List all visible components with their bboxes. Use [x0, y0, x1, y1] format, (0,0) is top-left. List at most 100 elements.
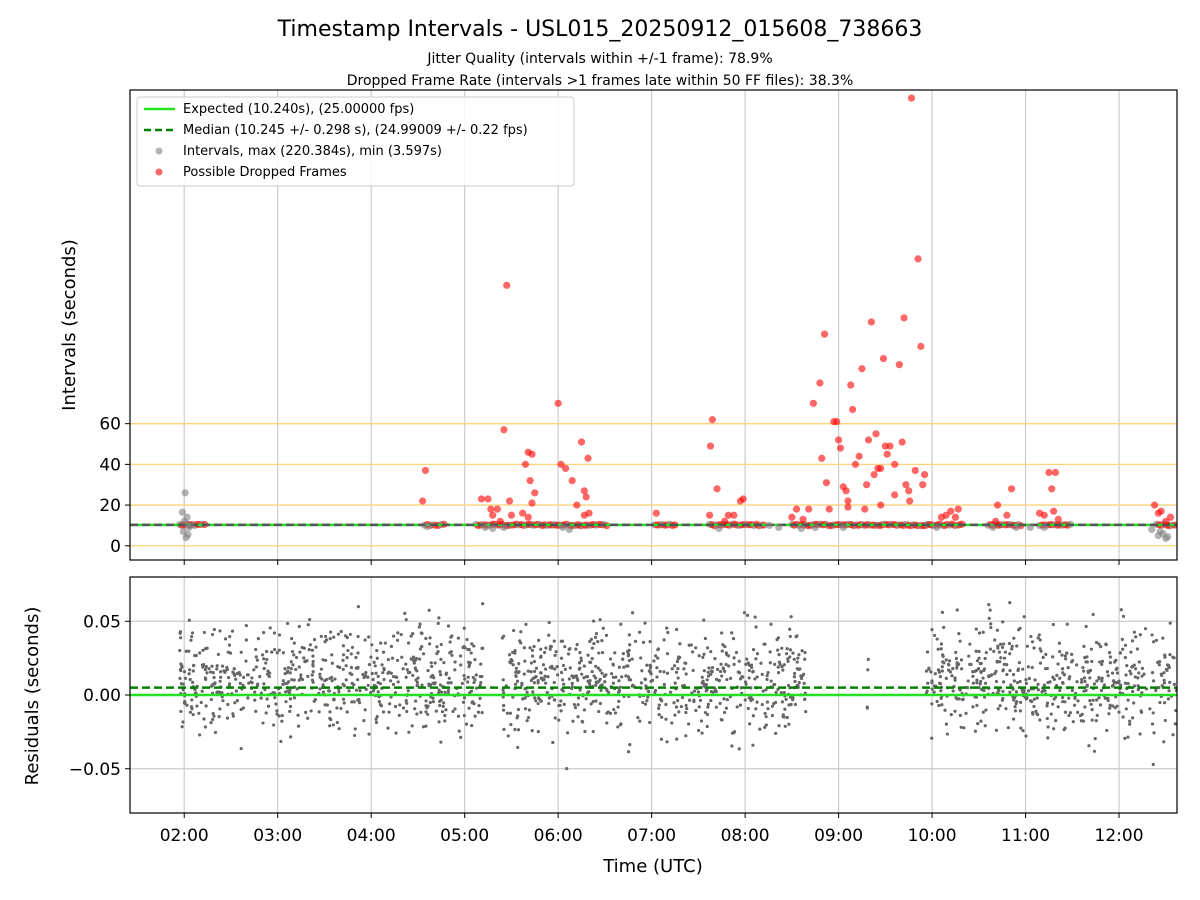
residual-point — [580, 672, 584, 676]
residual-point — [749, 696, 753, 700]
residual-point — [193, 653, 197, 658]
legend-box — [136, 96, 575, 187]
dropped-point — [568, 477, 576, 485]
chart-subtitle-dropped: Dropped Frame Rate (intervals >1 frames … — [347, 73, 854, 89]
residual-point — [670, 667, 674, 671]
residual-point — [954, 650, 958, 654]
intervals-y-axis-label: Intervals (seconds) — [59, 239, 80, 411]
y-tick-label-60: 60 — [99, 415, 121, 435]
dropped-point — [914, 255, 922, 263]
residual-point — [613, 711, 618, 715]
residual-point — [719, 717, 723, 722]
residual-point — [706, 674, 711, 678]
residual-point — [296, 713, 300, 717]
dropped-point — [577, 438, 586, 446]
residual-point — [1002, 656, 1007, 660]
residual-point — [396, 680, 400, 684]
residual-point — [732, 662, 736, 666]
residual-point — [1171, 733, 1175, 737]
residual-point — [401, 667, 405, 671]
residual-point — [1132, 701, 1136, 705]
legend-dropped-label: Possible Dropped Frames — [183, 165, 347, 180]
residual-point — [747, 676, 751, 680]
residual-point — [1063, 726, 1067, 730]
residual-point — [1163, 653, 1167, 657]
interval-point — [1148, 525, 1156, 534]
residual-point — [239, 650, 243, 654]
dropped-point — [739, 495, 747, 503]
residual-point — [660, 715, 664, 719]
residual-point — [1060, 695, 1065, 700]
residual-point — [974, 627, 978, 631]
residual-point — [449, 650, 453, 654]
residual-point — [442, 701, 446, 705]
residual-point — [691, 650, 695, 654]
dropped-point — [554, 399, 562, 407]
residual-point — [1118, 651, 1122, 655]
residual-point — [262, 657, 266, 661]
residual-point — [421, 725, 426, 729]
residual-point — [356, 604, 360, 609]
residual-point — [596, 639, 600, 644]
residual-point — [415, 684, 419, 688]
residual-point — [598, 618, 602, 622]
residual-point — [1117, 710, 1121, 714]
residual-point — [204, 677, 208, 682]
dropped-point — [706, 442, 715, 450]
residual-point — [720, 649, 724, 653]
residual-point — [659, 737, 664, 741]
residual-point — [1148, 707, 1152, 711]
residual-point — [272, 631, 277, 635]
residual-point — [268, 671, 272, 675]
residual-point — [228, 634, 232, 639]
residual-point — [1135, 647, 1139, 651]
residual-point — [231, 670, 235, 674]
residual-point — [207, 667, 211, 671]
residual-point — [227, 643, 232, 647]
interval-point — [565, 525, 573, 534]
residual-point — [694, 646, 698, 650]
residual-point — [648, 664, 653, 669]
residual-point — [509, 722, 513, 727]
residual-point — [230, 629, 235, 633]
residual-point — [292, 696, 297, 700]
residual-point — [1143, 627, 1148, 631]
residual-point — [290, 678, 294, 682]
residual-point — [703, 710, 708, 715]
residual-point — [260, 653, 265, 657]
dropped-point — [562, 464, 570, 473]
residual-point — [655, 675, 659, 679]
residual-point — [310, 648, 314, 652]
residual-point — [1005, 672, 1009, 677]
residual-point — [561, 663, 566, 668]
residual-point — [776, 671, 781, 675]
residual-point — [356, 678, 360, 682]
dropped-point — [531, 489, 539, 497]
residual-point — [579, 659, 583, 663]
residual-point — [1032, 697, 1036, 701]
residual-point — [187, 672, 191, 676]
residual-point — [999, 656, 1003, 660]
dropped-point — [487, 505, 495, 513]
dropped-point — [833, 418, 841, 426]
residual-point — [349, 665, 354, 670]
residual-point — [211, 717, 215, 722]
residual-point — [665, 652, 670, 656]
residual-point — [553, 716, 557, 720]
residual-point — [1058, 650, 1062, 654]
residual-point — [286, 621, 290, 626]
residual-point — [769, 679, 773, 683]
residual-point — [776, 636, 780, 640]
residual-point — [648, 720, 652, 725]
residuals-plot-area — [130, 577, 1177, 813]
residual-point — [427, 682, 431, 686]
residual-point — [563, 645, 567, 649]
residual-point — [1118, 691, 1122, 695]
residual-point — [731, 637, 736, 641]
residual-point — [1035, 712, 1039, 716]
residual-point — [1134, 635, 1138, 639]
residual-point — [435, 652, 439, 656]
residual-point — [1108, 706, 1112, 710]
residual-point — [374, 720, 379, 725]
residual-point — [1010, 644, 1014, 648]
